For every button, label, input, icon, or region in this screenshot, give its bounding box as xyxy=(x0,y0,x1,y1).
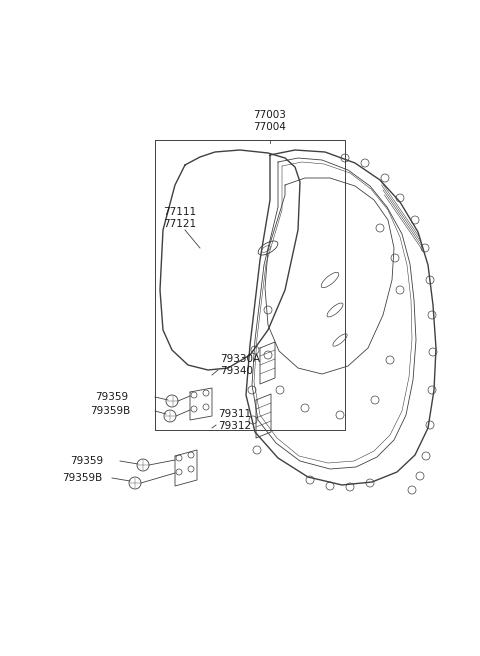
Text: 79359B: 79359B xyxy=(62,473,102,483)
Text: 79359B: 79359B xyxy=(90,406,130,416)
Text: 79311
79312: 79311 79312 xyxy=(218,409,251,431)
Text: 79330A
79340: 79330A 79340 xyxy=(220,354,260,376)
Text: 77003
77004: 77003 77004 xyxy=(253,110,287,132)
Text: 79359: 79359 xyxy=(95,392,128,402)
Text: 77111
77121: 77111 77121 xyxy=(163,207,196,229)
Text: 79359: 79359 xyxy=(70,456,103,466)
